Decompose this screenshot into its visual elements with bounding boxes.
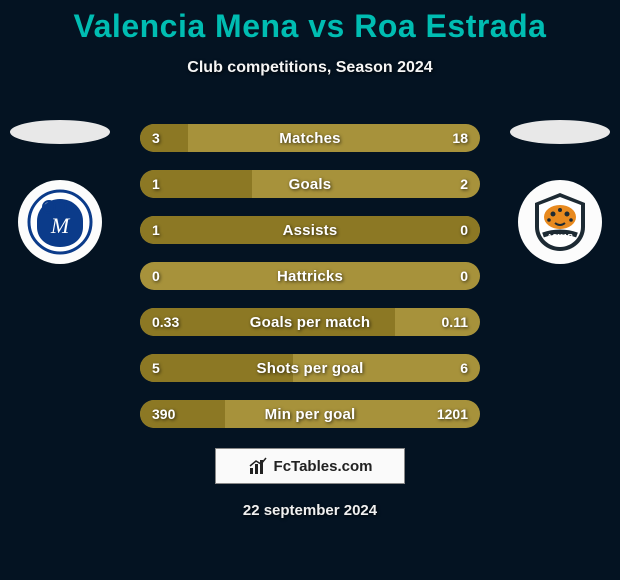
stat-value-left: 1 [152,170,160,198]
stat-value-left: 5 [152,354,160,382]
stat-bar-row: Hattricks0 0 [140,262,480,290]
stat-label: Hattricks [140,262,480,290]
stat-value-right: 6 [460,354,468,382]
stat-bar-row: Min per goal390 1201 [140,400,480,428]
footer-date: 22 september 2024 [0,502,620,519]
left-club-crest: M [18,180,102,264]
stat-label: Matches [140,124,480,152]
millonarios-crest-icon: M [25,187,95,257]
player-silhouette-right [510,120,610,144]
stat-label: Assists [140,216,480,244]
brand-text: FcTables.com [274,458,373,475]
right-club-crest: AGUAR [518,180,602,264]
page-subtitle: Club competitions, Season 2024 [0,59,620,77]
stat-label: Min per goal [140,400,480,428]
stat-bar-row: Matches3 18 [140,124,480,152]
stat-value-left: 1 [152,216,160,244]
stat-value-right: 18 [452,124,468,152]
stat-value-left: 0.33 [152,308,179,336]
stat-label: Goals [140,170,480,198]
stat-bar-row: Goals1 2 [140,170,480,198]
stat-value-right: 0 [460,262,468,290]
stat-bars-container: Matches318Goals12Assists10Hattricks00Goa… [140,124,480,446]
stat-value-left: 390 [152,400,175,428]
svg-text:AGUAR: AGUAR [547,234,573,241]
jaguares-crest-icon: AGUAR [525,187,595,257]
stat-value-right: 0 [460,216,468,244]
right-player-column: AGUAR [500,120,620,264]
stat-value-right: 2 [460,170,468,198]
stat-bar-row: Shots per goal5 6 [140,354,480,382]
left-player-column: M [0,120,120,264]
stat-value-left: 0 [152,262,160,290]
stat-label: Goals per match [140,308,480,336]
stat-bar-row: Assists1 0 [140,216,480,244]
stat-bar-row: Goals per match0.33 0.11 [140,308,480,336]
page-title: Valencia Mena vs Roa Estrada [0,0,620,45]
svg-text:M: M [50,213,71,238]
stat-value-right: 0.11 [442,308,468,336]
chart-icon [248,456,268,476]
stat-label: Shots per goal [140,354,480,382]
stat-value-right: 1201 [437,400,468,428]
stat-value-left: 3 [152,124,160,152]
brand-badge: FcTables.com [215,448,405,484]
player-silhouette-left [10,120,110,144]
